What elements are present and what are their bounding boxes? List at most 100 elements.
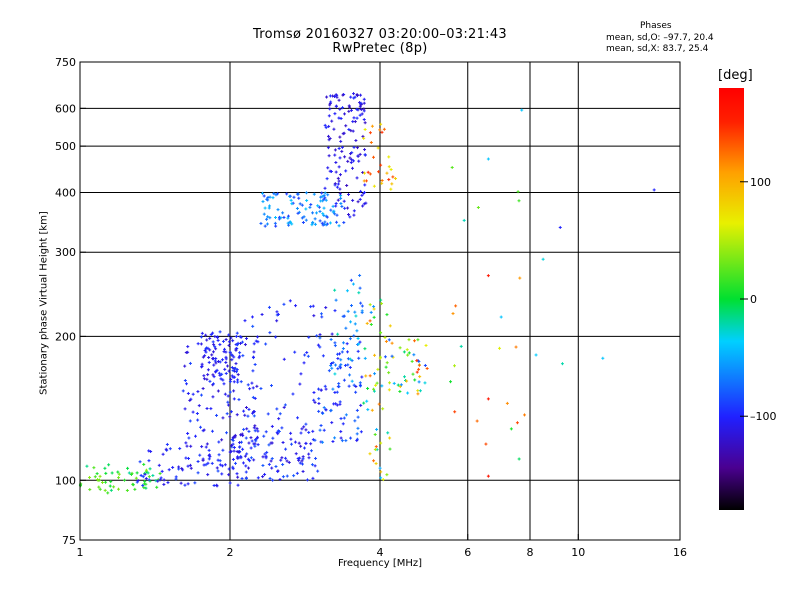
scatter-point — [353, 322, 357, 326]
scatter-point — [231, 465, 235, 469]
scatter-point — [379, 441, 383, 445]
scatter-point — [321, 212, 325, 216]
scatter-point — [337, 146, 341, 150]
scatter-point — [252, 426, 256, 430]
scatter-point — [326, 166, 330, 170]
scatter-point — [220, 464, 224, 468]
scatter-point — [234, 362, 238, 366]
scatter-point — [238, 354, 242, 358]
scatter-point — [321, 199, 325, 203]
scatter-point — [303, 353, 307, 357]
scatter-point — [206, 373, 210, 377]
scatter-point — [454, 304, 458, 308]
scatter-point — [246, 414, 250, 418]
scatter-point — [234, 334, 238, 338]
scatter-point — [355, 329, 359, 333]
y-tick-label: 300 — [55, 246, 76, 259]
scatter-point — [227, 340, 231, 344]
scatter-point — [372, 184, 376, 188]
scatter-point — [204, 350, 208, 354]
scatter-point — [282, 302, 286, 306]
scatter-points — [78, 92, 656, 495]
scatter-point — [247, 441, 251, 445]
scatter-point — [261, 455, 265, 459]
scatter-point — [325, 95, 329, 99]
scatter-point — [366, 386, 370, 390]
scatter-point — [505, 401, 509, 405]
scatter-point — [345, 289, 349, 293]
scatter-point — [349, 436, 353, 440]
scatter-point — [147, 475, 151, 479]
scatter-point — [359, 101, 363, 105]
scatter-point — [238, 441, 242, 445]
scatter-point — [313, 400, 317, 404]
scatter-point — [335, 220, 339, 224]
scatter-point — [350, 166, 354, 170]
scatter-point — [486, 397, 490, 401]
scatter-point — [280, 426, 284, 430]
scatter-point — [304, 428, 308, 432]
scatter-point — [331, 387, 335, 391]
scatter-point — [262, 194, 266, 198]
scatter-point — [353, 419, 357, 423]
scatter-point — [310, 223, 314, 227]
scatter-point — [344, 124, 348, 128]
scatter-point — [518, 276, 522, 280]
scatter-point — [352, 213, 356, 217]
scatter-point — [348, 373, 352, 377]
scatter-point — [353, 95, 357, 99]
scatter-point — [245, 427, 249, 431]
scatter-point — [212, 363, 216, 367]
scatter-point — [160, 469, 164, 473]
scatter-point — [347, 213, 351, 217]
scatter-point — [171, 465, 175, 469]
scatter-point — [334, 298, 338, 302]
scatter-point — [331, 210, 335, 214]
scatter-point — [372, 387, 376, 391]
scatter-point — [206, 473, 210, 477]
scatter-point — [385, 473, 389, 477]
scatter-point — [349, 320, 353, 324]
scatter-point — [127, 471, 131, 475]
scatter-point — [131, 483, 135, 487]
scatter-point — [103, 466, 107, 470]
scatter-point — [247, 466, 251, 470]
scatter-point — [346, 309, 350, 313]
scatter-point — [231, 442, 235, 446]
scatter-point — [359, 301, 363, 305]
scatter-point — [232, 389, 236, 393]
scatter-point — [399, 383, 403, 387]
scatter-point — [174, 475, 178, 479]
scatter-point — [289, 198, 293, 202]
scatter-point — [243, 454, 247, 458]
scatter-point — [337, 165, 341, 169]
scatter-point — [380, 181, 384, 185]
scatter-point — [311, 211, 315, 215]
scatter-point — [247, 407, 251, 411]
scatter-point — [226, 400, 230, 404]
scatter-point — [242, 427, 246, 431]
scatter-point — [337, 224, 341, 228]
scatter-point — [334, 204, 338, 208]
scatter-point — [309, 442, 313, 446]
scatter-point — [371, 155, 375, 159]
scatter-point — [92, 466, 96, 470]
scatter-point — [266, 412, 270, 416]
scatter-point — [320, 221, 324, 225]
scatter-point — [534, 353, 538, 357]
scatter-point — [292, 474, 296, 478]
scatter-point — [329, 408, 333, 412]
scatter-point — [220, 358, 224, 362]
scatter-point — [417, 380, 421, 384]
scatter-point — [251, 395, 255, 399]
scatter-point — [287, 460, 291, 464]
scatter-point — [362, 97, 366, 101]
scatter-point — [359, 93, 363, 97]
scatter-point — [407, 338, 411, 342]
scatter-point — [388, 324, 392, 328]
scatter-point — [329, 362, 333, 366]
scatter-point — [368, 172, 372, 176]
scatter-point — [227, 369, 231, 373]
scatter-point — [329, 208, 333, 212]
scatter-point — [340, 350, 344, 354]
